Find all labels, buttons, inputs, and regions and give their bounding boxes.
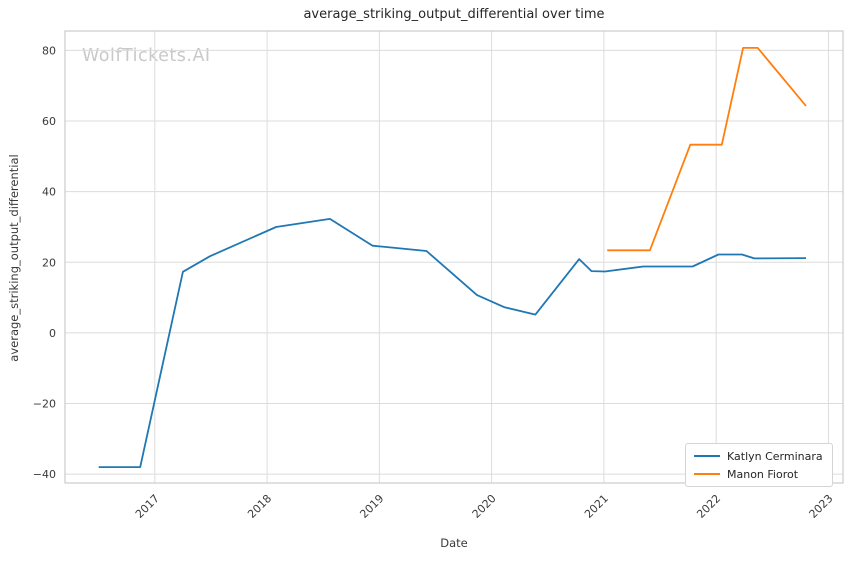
y-tick-label: −40 — [33, 468, 56, 481]
legend-item-manon-fiorot: Manon Fiorot — [694, 467, 823, 481]
plot-border — [64, 30, 844, 484]
legend-line-swatch-orange — [694, 473, 720, 475]
y-tick-label: 0 — [49, 327, 56, 340]
x-axis-label: Date — [440, 536, 468, 550]
legend-label: Manon Fiorot — [727, 467, 799, 481]
x-tick-label: 2017 — [133, 492, 162, 521]
legend-line-swatch-blue — [694, 455, 720, 457]
legend-item-katlyn-cerminara: Katlyn Cerminara — [694, 449, 823, 463]
x-tick-label: 2022 — [694, 492, 723, 521]
y-axis-label: average_striking_output_differential — [7, 154, 21, 362]
legend: Katlyn Cerminara Manon Fiorot — [685, 443, 833, 487]
x-tick-label: 2021 — [582, 492, 611, 521]
y-tick-label: 40 — [42, 186, 56, 199]
y-tick-label: 20 — [42, 256, 56, 269]
legend-label: Katlyn Cerminara — [727, 449, 823, 463]
chart-title: average_striking_output_differential ove… — [303, 7, 605, 22]
series-line-manon-fiorot — [607, 47, 807, 252]
x-tick-label: 2019 — [357, 492, 386, 521]
x-tick-label: 2023 — [807, 492, 836, 521]
watermark: WolfTickets.AI — [82, 46, 211, 66]
y-tick-label: 80 — [42, 44, 56, 57]
y-tick-label: 60 — [42, 115, 56, 128]
x-tick-label: 2018 — [245, 492, 274, 521]
series-line-katlyn-cerminara — [98, 217, 807, 469]
y-tick-label: −20 — [33, 398, 56, 411]
x-tick-label: 2020 — [470, 492, 499, 521]
